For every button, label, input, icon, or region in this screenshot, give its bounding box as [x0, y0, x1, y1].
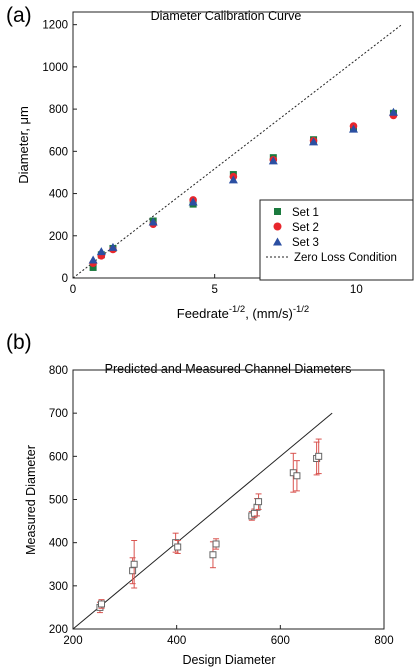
y-tick-label: 800 [49, 104, 68, 116]
y-tick-label: 600 [49, 451, 68, 463]
data-point [209, 551, 217, 559]
y-tick-label: 600 [49, 146, 68, 158]
chart-b-x-label: Design Diameter [182, 653, 275, 667]
y-tick-label: 1000 [42, 62, 68, 74]
chart-b-x-axis: 200 400 600 800 [63, 625, 394, 647]
data-point-set3 [349, 124, 358, 133]
legend-marker-set2 [273, 222, 282, 231]
y-tick-label: 1200 [42, 20, 68, 32]
chart-a-legend-box [259, 199, 414, 281]
data-point-set3 [108, 242, 118, 251]
chart-a-x-label-exp1: -1/2 [229, 304, 245, 315]
calibration-chart: (a) Diameter Calibration Curve 0 200 400 60… [6, 4, 414, 321]
chart-a-y-axis: 0 200 400 600 800 1000 1200 [42, 20, 77, 285]
data-point [255, 498, 263, 506]
y-tick-label: 400 [49, 189, 68, 201]
panel-a-label: (a) [6, 4, 32, 27]
data-point [315, 452, 323, 460]
chart-a-plot-frame [72, 11, 414, 279]
y-tick-label: 200 [49, 624, 68, 636]
y-tick-label: 400 [49, 538, 68, 550]
data-point-set3 [96, 247, 106, 256]
y-tick-label: 700 [49, 408, 68, 420]
channel-diameter-chart: (b) Predicted and Measured Channel Diame… [6, 331, 394, 667]
data-point [130, 560, 138, 568]
chart-a-x-label-unit: , (mm/s) [245, 306, 293, 321]
legend-label-zero-loss: Zero Loss Condition [294, 252, 397, 264]
chart-b-title: Predicted and Measured Channel Diameters [105, 362, 352, 376]
chart-a-y-label: Diameter, μm [16, 106, 31, 184]
chart-a-x-label: Feedrate-1/2, (mm/s)-1/2 [177, 304, 309, 321]
data-point-set1 [89, 263, 97, 271]
legend-label-set2: Set 2 [292, 222, 319, 234]
data-point-set3 [188, 197, 198, 206]
identity-line [72, 412, 333, 630]
chart-b-y-axis: 200 300 400 500 600 700 800 [49, 365, 77, 636]
chart-b-y-label: Measured Diameter [24, 445, 38, 555]
data-point [212, 540, 220, 548]
x-tick-label: 200 [63, 635, 82, 647]
data-point-set3 [148, 217, 158, 226]
data-point [174, 543, 182, 551]
zero-loss-line [72, 24, 402, 279]
x-tick-label: 400 [167, 635, 186, 647]
chart-b-reference-line [72, 412, 333, 630]
data-point-set3 [268, 156, 278, 165]
data-point [293, 472, 301, 480]
data-point-set3 [88, 255, 98, 264]
chart-a-x-label-base: Feedrate [177, 306, 229, 321]
y-tick-label: 200 [49, 231, 68, 243]
x-tick-label: 10 [350, 284, 363, 296]
legend-marker-set3 [273, 237, 282, 246]
chart-a-title: Diameter Calibration Curve [151, 9, 302, 23]
data-point-set3 [228, 175, 238, 184]
y-tick-label: 300 [49, 581, 68, 593]
panel-b-label: (b) [6, 331, 32, 354]
chart-a-reference-line [72, 24, 402, 279]
x-tick-label: 600 [271, 635, 290, 647]
chart-a-legend: Set 1 Set 2 Set 3 Zero Loss Condition [259, 199, 414, 281]
y-tick-label: 0 [62, 273, 68, 285]
x-tick-label: 0 [70, 284, 76, 296]
data-point-set3 [388, 107, 398, 116]
legend-label-set3: Set 3 [292, 237, 319, 249]
x-tick-label: 5 [211, 284, 217, 296]
chart-a-x-label-exp2: -1/2 [293, 304, 309, 315]
data-point [98, 600, 106, 608]
legend-marker-set1 [274, 208, 281, 215]
chart-b-data-points [96, 438, 323, 614]
data-point-set3 [309, 137, 319, 146]
y-tick-label: 800 [49, 365, 68, 377]
legend-label-set1: Set 1 [292, 207, 319, 219]
y-tick-label: 500 [49, 495, 68, 507]
data-point [129, 567, 137, 575]
x-tick-label: 800 [374, 635, 393, 647]
chart-a-data-points [88, 107, 398, 271]
